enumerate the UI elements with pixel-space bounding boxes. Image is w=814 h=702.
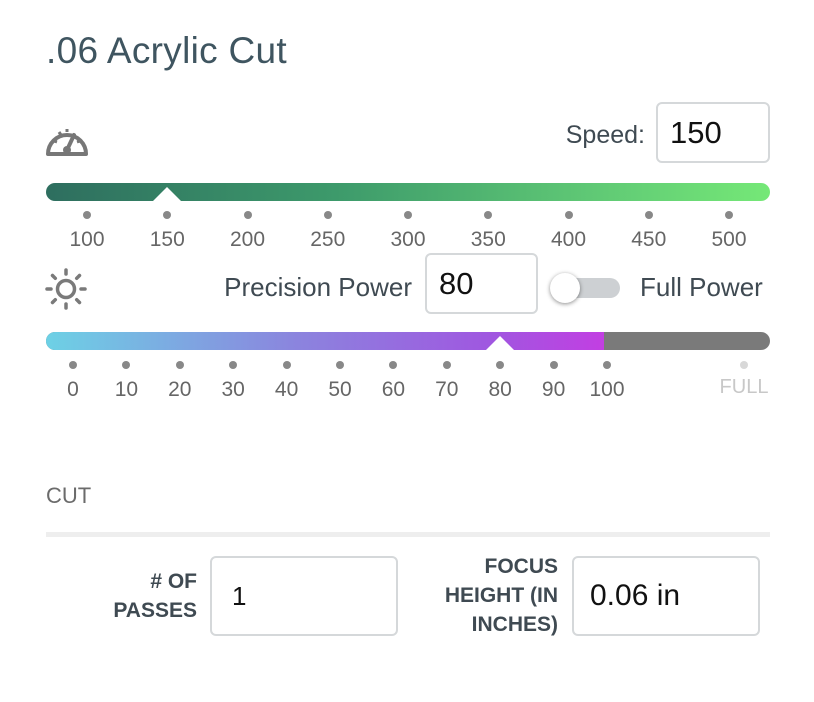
tick-label: 80: [488, 378, 512, 401]
tick-dot-full: [740, 361, 748, 369]
tick-label: 400: [550, 228, 587, 251]
power-slider-thumb[interactable]: [486, 336, 515, 350]
tick-label: 20: [168, 378, 192, 401]
tick-label-full: FULL: [719, 376, 769, 398]
tick-label: 150: [149, 228, 185, 251]
tick-label: 100: [589, 378, 625, 401]
tick-dot: [69, 361, 77, 369]
power-slider-fill: [46, 332, 604, 350]
tick-label: 40: [274, 378, 299, 401]
toggle-knob: [550, 273, 580, 303]
tick-dot: [404, 211, 412, 219]
tick-dot: [644, 211, 653, 219]
passes-input[interactable]: [210, 556, 398, 636]
tick-dot: [725, 211, 733, 219]
precision-power-label: Precision Power: [224, 272, 412, 302]
tick-dot: [564, 211, 573, 219]
section-header: CUT: [46, 483, 92, 508]
tick-label: 200: [229, 228, 266, 251]
tick-label: 0: [67, 378, 79, 401]
tick-label: 60: [381, 378, 406, 401]
tick-dot: [603, 361, 611, 369]
page-title: .06 Acrylic Cut: [46, 30, 287, 71]
speedometer-icon: [46, 129, 88, 156]
tick-dot: [229, 361, 238, 369]
tick-dot: [243, 211, 252, 219]
tick-dot: [122, 361, 131, 369]
section-divider: [46, 532, 770, 537]
tick-label: 50: [328, 378, 352, 401]
tick-label: 350: [470, 228, 506, 251]
tick-label: 450: [631, 228, 667, 251]
tick-dot: [323, 211, 332, 219]
focus-height-label: FOCUS HEIGHT (IN INCHES): [444, 555, 558, 636]
tick-dot: [442, 361, 451, 369]
tick-dot: [484, 211, 493, 219]
tick-dot: [496, 361, 505, 369]
sun-icon: [45, 268, 87, 310]
speed-slider-thumb[interactable]: [153, 187, 182, 201]
tick-dot: [336, 361, 344, 369]
passes-label: # OF PASSES: [113, 570, 197, 622]
tick-dot: [163, 211, 172, 219]
tick-label: 70: [435, 378, 459, 401]
speed-slider[interactable]: [46, 183, 770, 201]
tick-label: 500: [711, 228, 747, 251]
focus-height-input[interactable]: [572, 556, 760, 636]
tick-dot: [389, 361, 398, 369]
speed-input[interactable]: [656, 102, 770, 163]
tick-label: 300: [390, 228, 426, 251]
tick-dot: [175, 361, 184, 369]
power-slider[interactable]: [46, 332, 770, 350]
speed-label: Speed:: [565, 121, 645, 149]
tick-label: 100: [69, 228, 105, 251]
full-power-label: Full Power: [640, 272, 763, 302]
tick-label: 30: [221, 378, 245, 401]
tick-label: 90: [541, 378, 566, 401]
power-input[interactable]: [425, 253, 538, 314]
tick-dot: [549, 361, 558, 369]
full-power-toggle[interactable]: [550, 273, 622, 303]
tick-dot: [83, 211, 91, 219]
tick-dot: [282, 361, 291, 369]
tick-label: 10: [114, 378, 139, 401]
tick-label: 250: [310, 228, 346, 251]
